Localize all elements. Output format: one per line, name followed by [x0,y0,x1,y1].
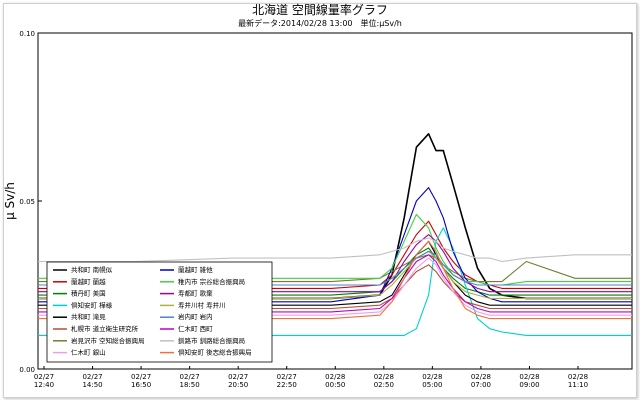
x-tick-date: 02/27 [82,373,102,381]
legend-entry: 釧路市 釧路総合振興局 [178,336,245,345]
legend-entry: 共和町 滝見 [71,312,106,321]
x-tick-time: 14:50 [82,381,102,389]
x-tick-time: 00:50 [325,381,345,389]
chart-title: 北海道 空間線量率グラフ [252,2,388,17]
legend-entry: 稚内市 宗谷総合振興局 [178,277,245,286]
legend-entry: 倶知安町 樺様 [71,300,113,309]
series-line [38,220,632,289]
x-tick-date: 02/27 [34,373,54,381]
legend-entry: 蘭越町 雑他 [178,265,213,274]
series-line [38,257,632,316]
x-tick-time: 16:50 [131,381,151,389]
series-line [38,264,632,310]
y-axis-ticks: 0.00 0.05 0.10 [19,30,42,374]
series-line [38,237,632,263]
series-line [38,187,632,303]
x-tick-time: 12:40 [34,381,54,389]
x-tick-time: 09:00 [519,381,539,389]
x-tick-time: 22:50 [277,381,297,389]
x-axis-ticks: 02/2712:4002/2714:5002/2716:5002/2718:50… [34,366,588,389]
x-tick-date: 02/27 [277,373,297,381]
legend-entry: 札幌市 道立衛生研究所 [71,324,139,333]
x-tick-date: 02/28 [568,373,588,381]
y-tick-label: 0.05 [19,198,35,206]
x-tick-time: 07:00 [471,381,491,389]
x-tick-time: 05:00 [422,381,442,389]
legend-entry: 岩見沢市 空知総合振興局 [71,336,145,345]
series-line [38,250,632,286]
x-tick-date: 02/28 [374,373,394,381]
x-tick-time: 20:50 [228,381,248,389]
legend-entry: 蘭越町 蘭越 [71,277,106,286]
legend-entry: 倶知安町 後志総合振興局 [178,348,252,357]
series-line [38,250,632,299]
chart-subtitle: 最新データ:2014/02/28 13:00 単位:μSv/h [238,18,402,28]
legend-entry: 仁木町 西町 [178,324,213,333]
y-axis-label: μ Sv/h [3,182,17,220]
x-tick-date: 02/28 [519,373,539,381]
legend-entry: 寿井川村 寿井川 [178,300,226,309]
series-line [38,240,632,320]
legend-entry: 仁木町 銀山 [71,348,106,357]
x-tick-date: 02/28 [471,373,491,381]
x-tick-time: 11:10 [568,381,588,389]
legend-entry: 寿都町 歌棄 [178,289,213,298]
series-line [38,254,632,313]
x-tick-date: 02/28 [422,373,442,381]
series-lines [38,133,632,336]
x-tick-date: 02/27 [131,373,151,381]
x-tick-time: 02:50 [374,381,394,389]
x-tick-time: 18:50 [180,381,200,389]
legend-entry: 共和町 南幌似 [71,265,113,274]
x-tick-date: 02/27 [228,373,248,381]
x-tick-date: 02/28 [325,373,345,381]
y-tick-label: 0.10 [19,30,35,38]
y-tick-label: 0.00 [19,366,35,374]
x-tick-date: 02/27 [180,373,200,381]
legend-entry: 積丹町 美国 [71,289,106,298]
legend-box [46,261,273,363]
legend-entry: 岩内町 岩内 [178,312,213,321]
